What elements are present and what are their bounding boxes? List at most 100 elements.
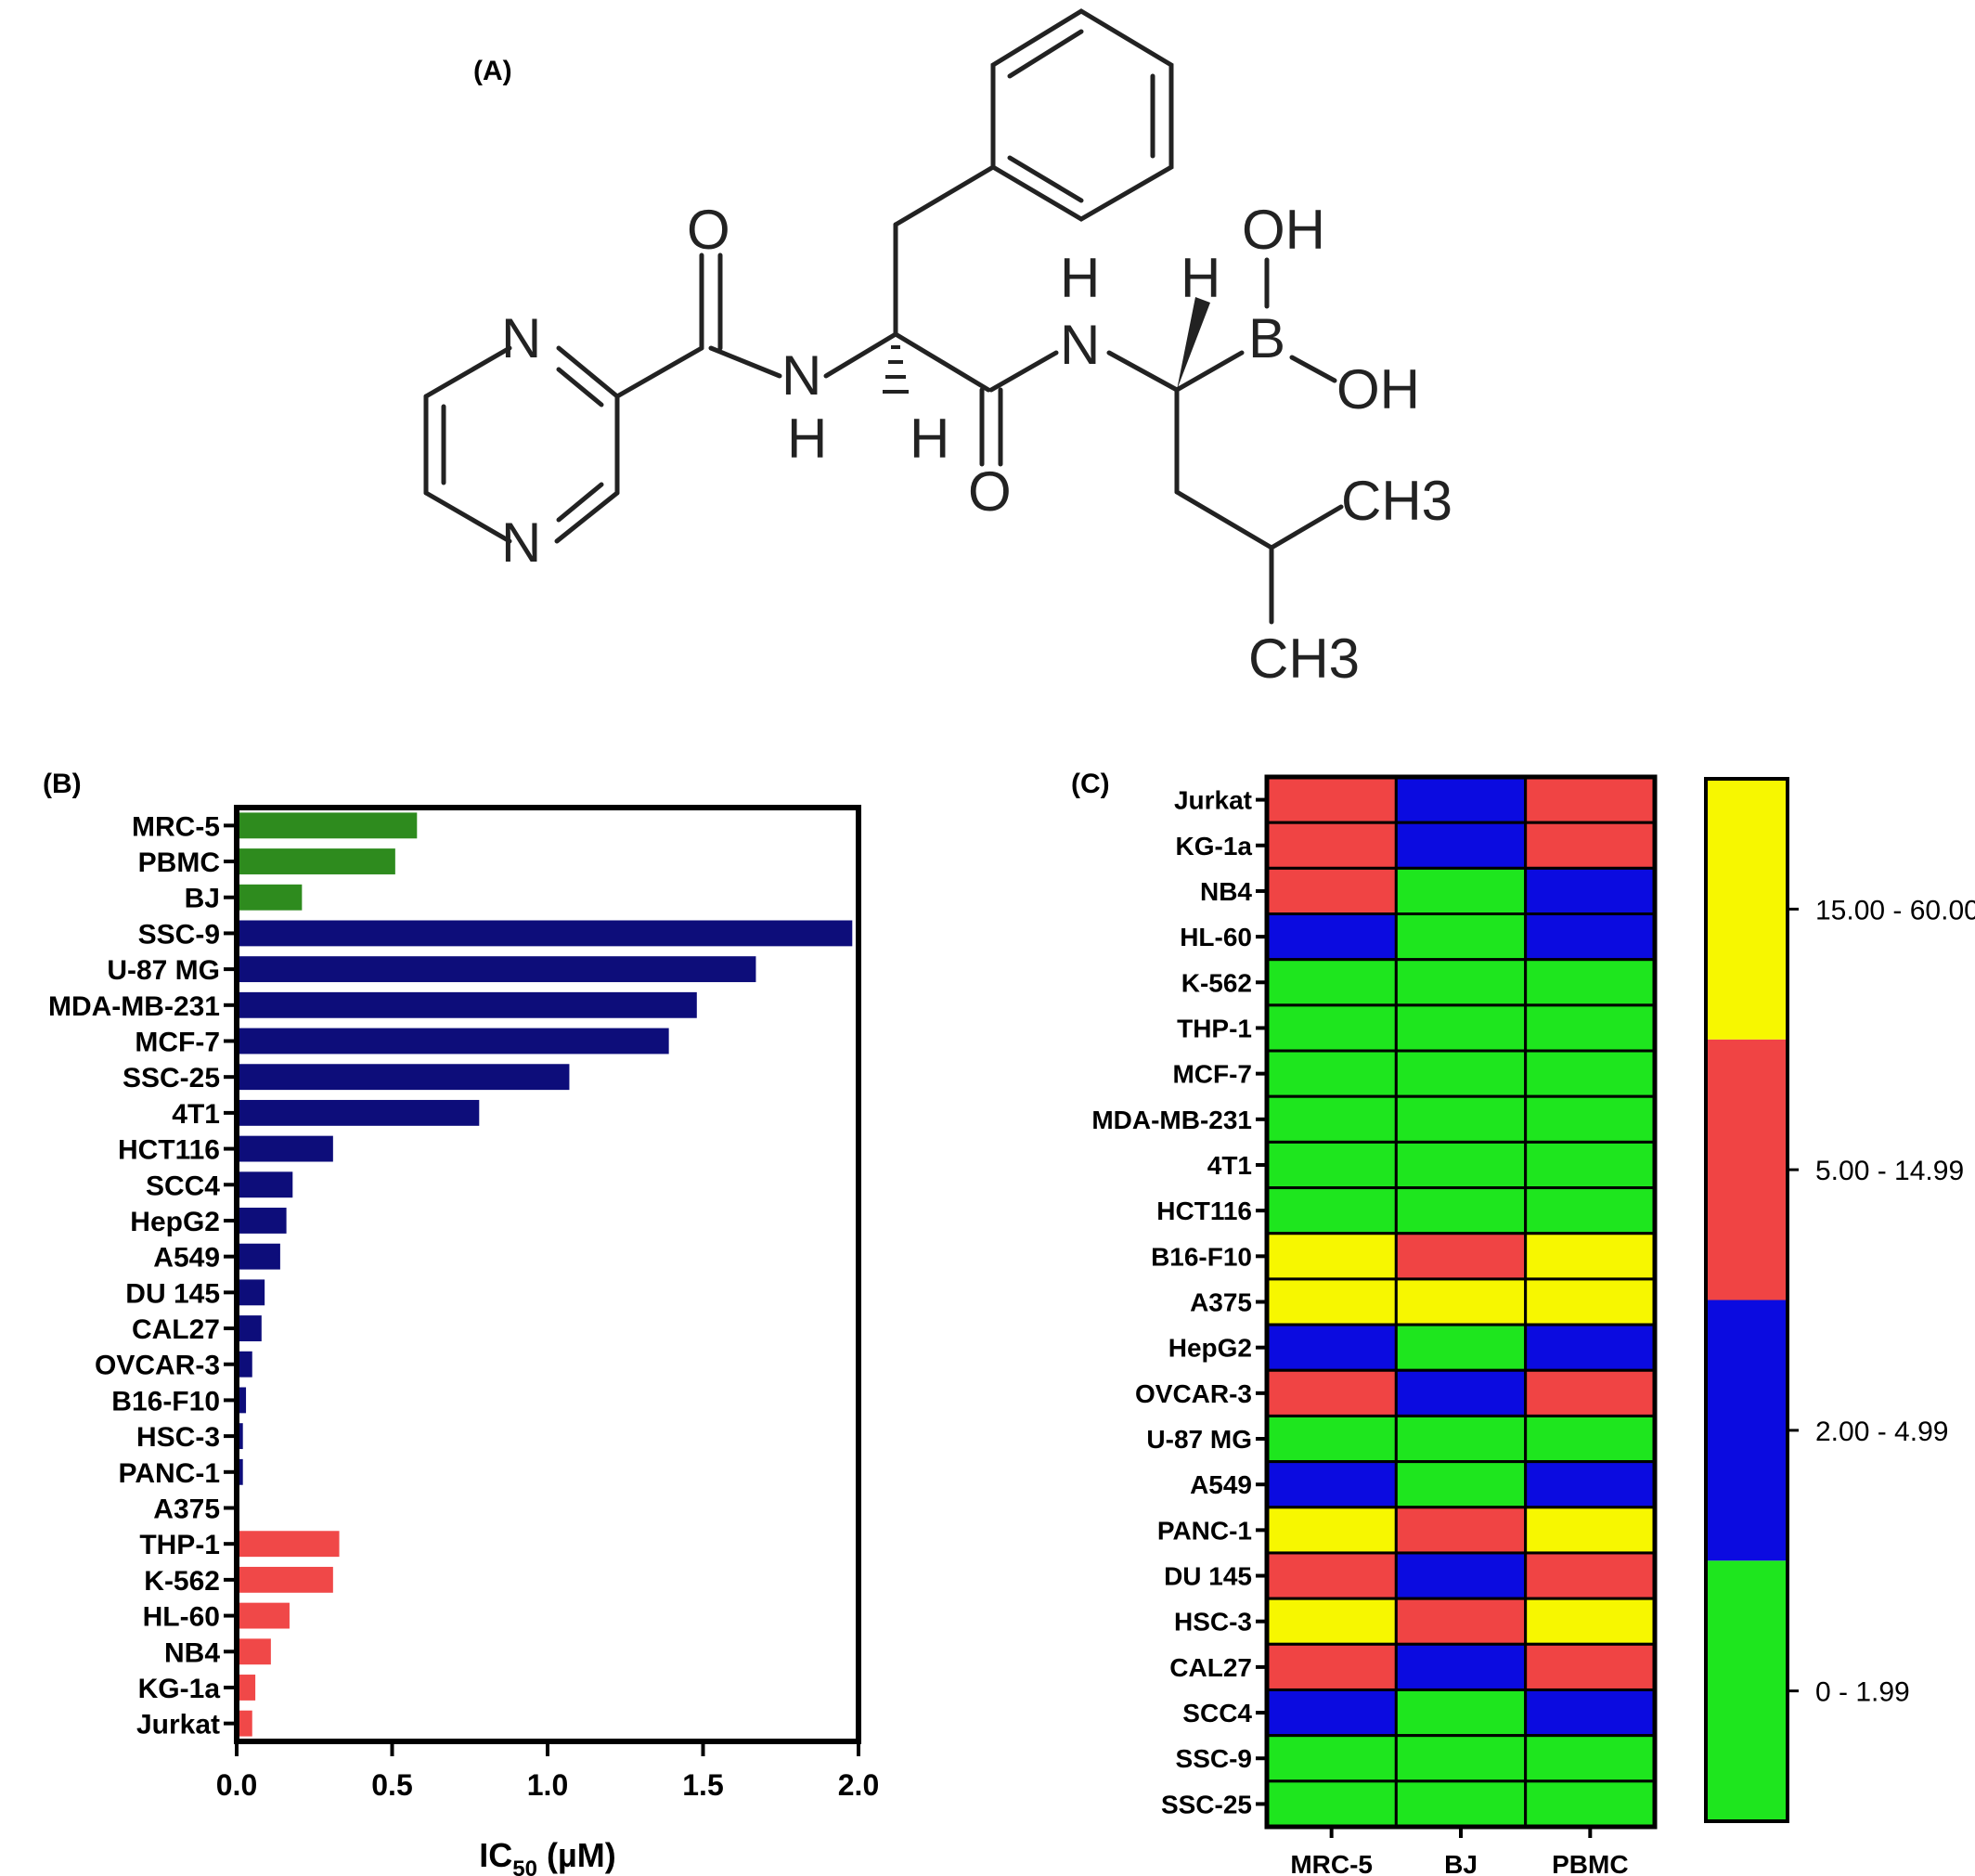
bond bbox=[1174, 489, 1274, 550]
bond bbox=[1007, 155, 1084, 203]
bond bbox=[708, 345, 782, 379]
bond bbox=[556, 367, 604, 408]
y-tick-label: SSC-25 bbox=[123, 1063, 220, 1093]
heatmap-cell bbox=[1524, 1094, 1657, 1144]
panel-label-b: (B) bbox=[43, 769, 82, 799]
column-label: MRC-5 bbox=[1290, 1850, 1373, 1876]
row-label: HCT116 bbox=[1156, 1197, 1252, 1225]
row-label: DU 145 bbox=[1164, 1562, 1252, 1591]
atom-label: N bbox=[1060, 314, 1100, 376]
heatmap-cell bbox=[1524, 1506, 1657, 1555]
heatmap-cell bbox=[1394, 1734, 1528, 1783]
row-label: 4T1 bbox=[1207, 1151, 1252, 1180]
heatmap-cell bbox=[1265, 1597, 1398, 1646]
legend-swatch bbox=[1706, 1039, 1788, 1300]
row-label: MDA-MB-231 bbox=[1091, 1106, 1252, 1134]
heatmap-cell bbox=[1394, 775, 1528, 824]
row-label: SCC4 bbox=[1182, 1699, 1252, 1727]
bond bbox=[423, 490, 512, 544]
bond bbox=[1174, 350, 1245, 393]
heatmap-cell bbox=[1524, 1734, 1657, 1783]
atom-label: N bbox=[501, 307, 541, 369]
y-tick-label: HepG2 bbox=[130, 1207, 220, 1237]
y-tick-label: HCT116 bbox=[118, 1135, 220, 1166]
ic50-heatmap: Jurkat KG-1a NB4 HL-60 K-562 THP-1 MCF-7 MDA-MB… bbox=[1091, 774, 1975, 1876]
bar bbox=[237, 1710, 252, 1737]
heatmap-cell bbox=[1394, 958, 1528, 1007]
x-axis-label: IC50 (µM) bbox=[479, 1836, 615, 1876]
bar bbox=[237, 884, 303, 911]
y-tick-label: B16-F10 bbox=[111, 1386, 220, 1417]
y-tick-label: PANC-1 bbox=[119, 1458, 220, 1489]
heatmap-cell bbox=[1524, 1003, 1657, 1053]
x-tick-label: 1.5 bbox=[682, 1768, 723, 1802]
solid-wedge bbox=[1177, 297, 1210, 390]
heatmap-cell bbox=[1265, 912, 1398, 962]
atom-label: N bbox=[501, 511, 541, 574]
heatmap-cell bbox=[1394, 1049, 1528, 1098]
bond bbox=[823, 331, 898, 379]
atom-label: H bbox=[910, 408, 949, 470]
heatmap-cell bbox=[1394, 1551, 1528, 1600]
bar bbox=[237, 1423, 243, 1450]
legend-label: 15.00 - 60.00 bbox=[1815, 895, 1975, 925]
bar bbox=[237, 1638, 271, 1665]
heatmap-cell bbox=[1524, 821, 1657, 870]
bar bbox=[237, 1135, 333, 1162]
bar bbox=[237, 1099, 480, 1126]
heatmap-cell bbox=[1524, 912, 1657, 962]
y-tick-label: NB4 bbox=[164, 1637, 220, 1668]
heatmap-cell bbox=[1524, 775, 1657, 824]
row-label: HSC-3 bbox=[1174, 1608, 1252, 1637]
row-label: K-562 bbox=[1181, 968, 1252, 997]
heatmap-cell bbox=[1394, 1642, 1528, 1691]
y-tick-label: MDA-MB-231 bbox=[48, 991, 220, 1022]
heatmap-cell bbox=[1265, 1140, 1398, 1190]
heatmap-cell bbox=[1265, 1003, 1398, 1053]
atom-label: O bbox=[687, 199, 730, 261]
bar bbox=[237, 812, 418, 839]
y-tick-label: CAL27 bbox=[132, 1314, 220, 1345]
x-tick-label: 2.0 bbox=[838, 1768, 879, 1802]
atom-label: H bbox=[787, 408, 827, 470]
bond bbox=[556, 482, 604, 523]
legend-frame bbox=[1704, 777, 1789, 1823]
y-tick-label: A375 bbox=[153, 1494, 220, 1525]
bond bbox=[1289, 355, 1337, 383]
row-label: HepG2 bbox=[1168, 1334, 1252, 1363]
heatmap-cell bbox=[1394, 1597, 1528, 1646]
heatmap-cell bbox=[1394, 1277, 1528, 1326]
y-tick-label: U-87 MG bbox=[107, 955, 220, 986]
bar bbox=[237, 1243, 280, 1270]
y-tick-label: KG-1a bbox=[138, 1674, 221, 1704]
legend-swatch bbox=[1706, 1560, 1788, 1821]
legend-label: 2.00 - 4.99 bbox=[1815, 1417, 1948, 1447]
heatmap-cell bbox=[1524, 1597, 1657, 1646]
atom-label: O bbox=[968, 460, 1012, 523]
bond bbox=[423, 345, 512, 399]
row-label: MCF-7 bbox=[1172, 1060, 1252, 1089]
heatmap-cell bbox=[1524, 1049, 1657, 1098]
x-tick-label: 1.0 bbox=[527, 1768, 568, 1802]
heatmap-cell bbox=[1265, 1277, 1398, 1326]
bar bbox=[237, 1208, 287, 1234]
atom-label: CH3 bbox=[1248, 627, 1360, 690]
y-tick-label: 4T1 bbox=[172, 1099, 220, 1130]
heatmap-cell bbox=[1265, 1551, 1398, 1600]
heatmap-cell bbox=[1524, 1323, 1657, 1372]
heatmap-cell bbox=[1265, 1323, 1398, 1372]
heatmap-cell bbox=[1394, 821, 1528, 870]
panel-label-a: (A) bbox=[473, 56, 512, 86]
bond-lines bbox=[423, 8, 1344, 625]
bond bbox=[893, 331, 991, 393]
heatmap-cell bbox=[1524, 1368, 1657, 1417]
heatmap-cell bbox=[1265, 1094, 1398, 1144]
heatmap-cell bbox=[1394, 1232, 1528, 1281]
bond bbox=[554, 490, 620, 544]
y-tick-label: K-562 bbox=[144, 1566, 220, 1597]
atom-label: CH3 bbox=[1341, 470, 1452, 532]
bar bbox=[237, 956, 756, 983]
heatmap-cell bbox=[1394, 1688, 1528, 1738]
bar bbox=[237, 1064, 570, 1091]
